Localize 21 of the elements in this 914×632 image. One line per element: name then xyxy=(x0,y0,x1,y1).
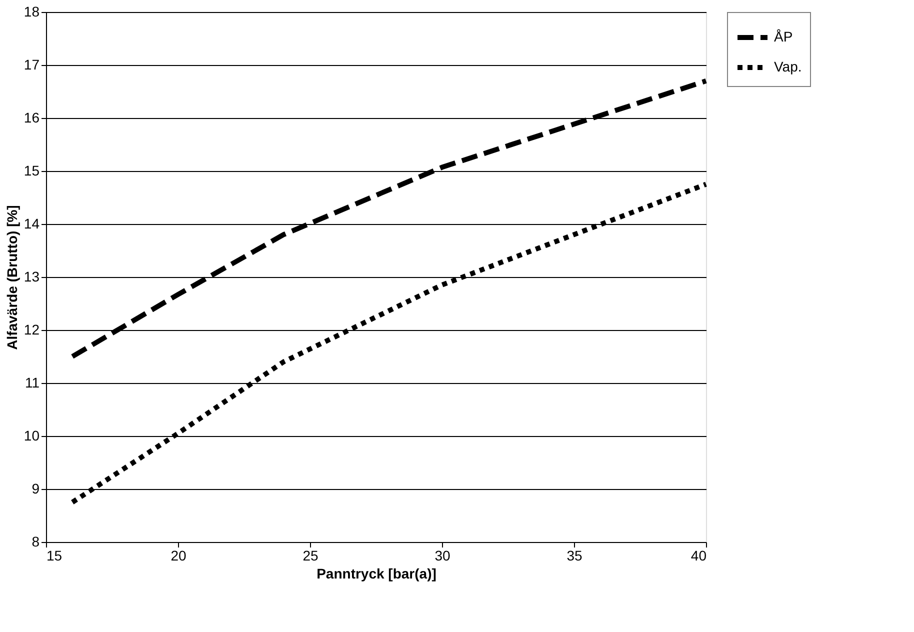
y-tick-label: 14 xyxy=(24,216,40,232)
y-tick-label: 18 xyxy=(24,4,40,20)
y-tick-label: 16 xyxy=(24,110,40,126)
x-tick-label: 15 xyxy=(46,548,62,564)
y-tick-label: 12 xyxy=(24,322,40,338)
y-tick-label: 10 xyxy=(24,428,40,444)
legend-label: ÅP xyxy=(774,28,793,44)
y-tick-label: 8 xyxy=(32,534,40,550)
x-tick-label: 25 xyxy=(302,548,318,564)
legend-label: Vap. xyxy=(774,58,802,74)
x-tick-label: 40 xyxy=(690,548,707,564)
y-tick-label: 11 xyxy=(24,374,40,390)
y-tick-label: 9 xyxy=(32,480,40,496)
y-axis-title: Alfavärde (Brutto) [%] xyxy=(4,205,20,350)
x-axis-title: Panntryck [bar(a)] xyxy=(316,566,436,582)
y-tick-label: 13 xyxy=(24,268,40,284)
y-tick-label: 15 xyxy=(24,162,40,178)
y-tick-label: 17 xyxy=(24,56,40,72)
x-tick-label: 30 xyxy=(434,548,450,564)
x-tick-label: 35 xyxy=(566,548,582,564)
x-tick-label: 20 xyxy=(170,548,186,564)
